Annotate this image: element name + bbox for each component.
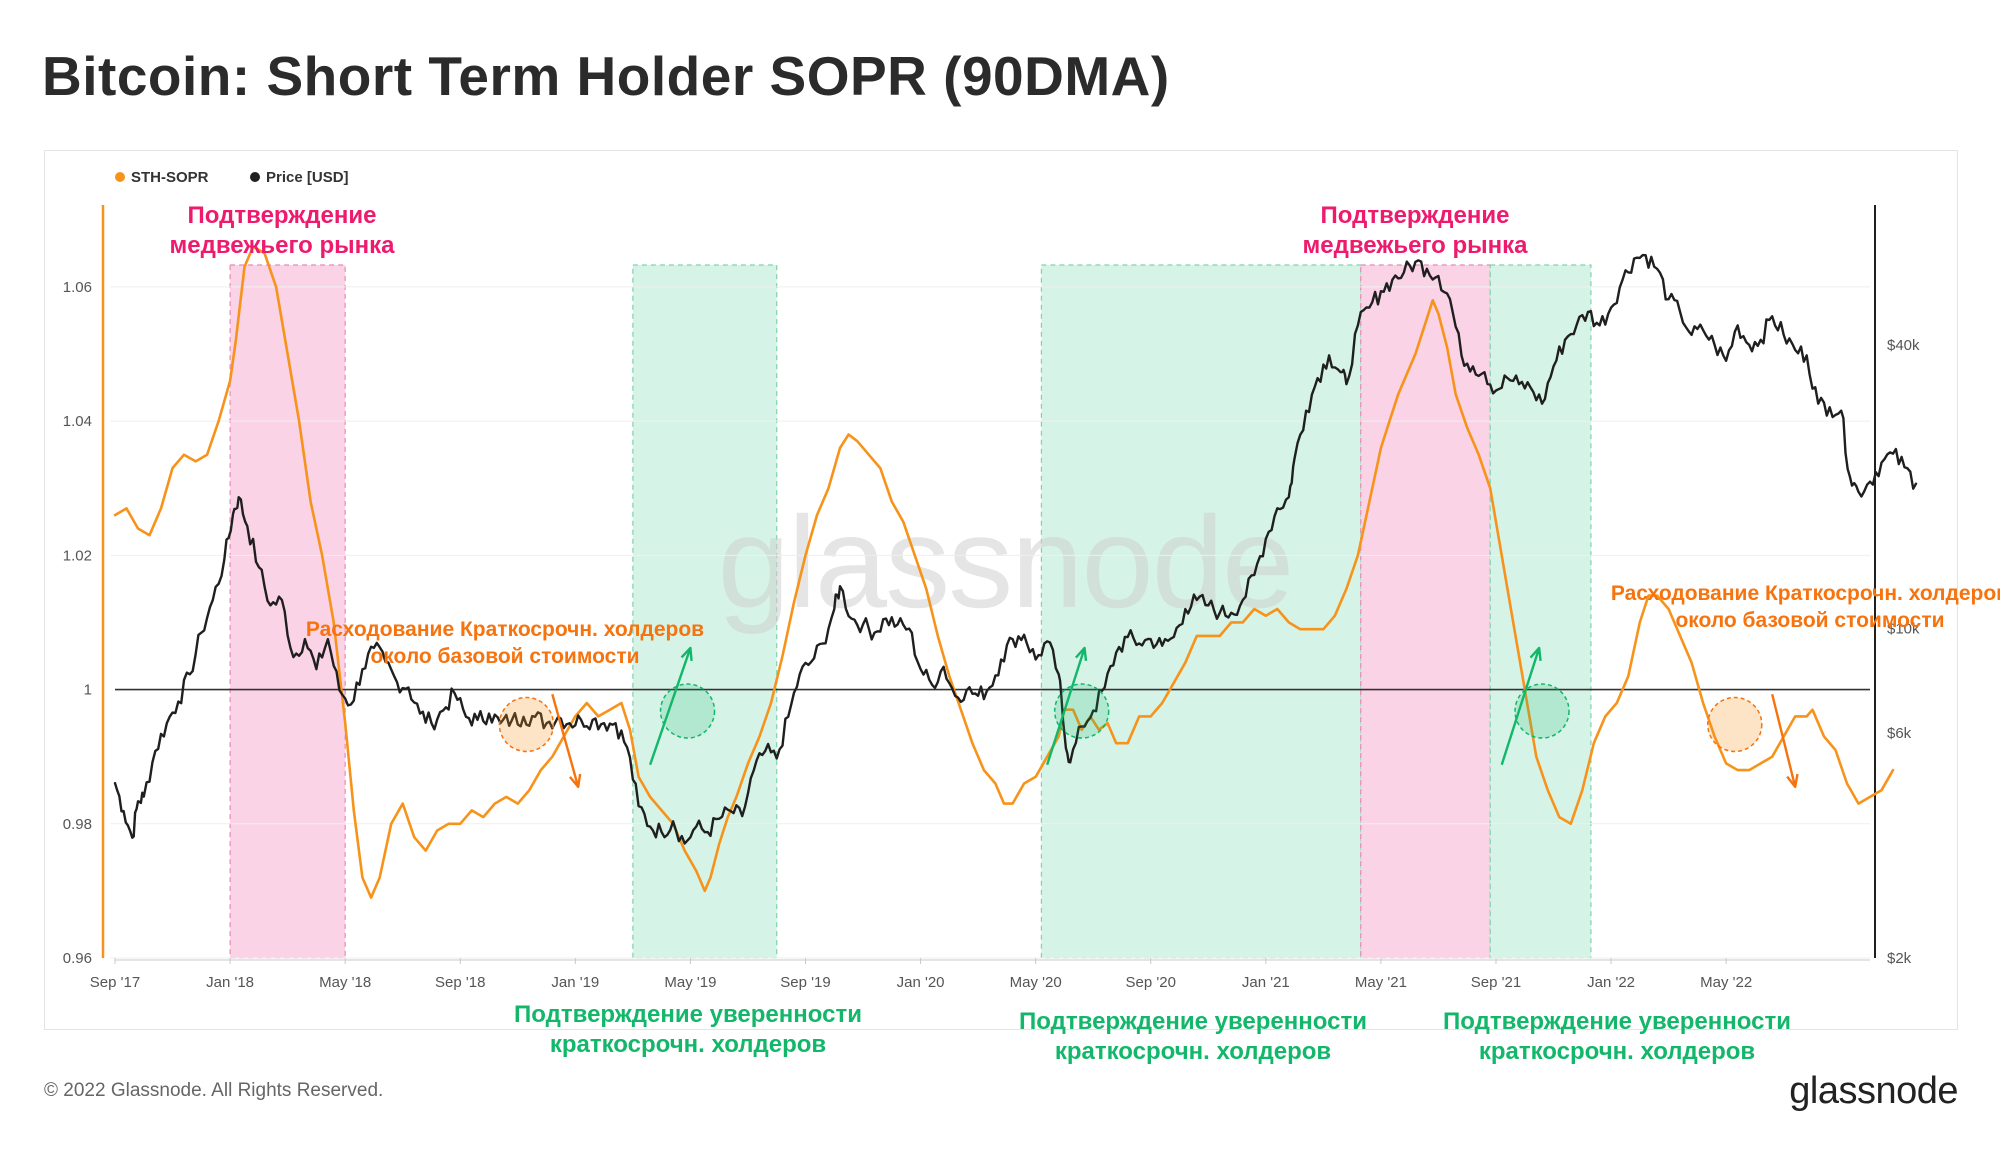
annotation-line: Подтверждение уверенности [1443, 1008, 1791, 1035]
annotation-line: Подтверждение уверенности [1019, 1008, 1367, 1035]
orange-arrow-shaft [1771, 693, 1797, 788]
orange-arrow-head [568, 773, 582, 789]
y-right-tick-label: $40k [1887, 337, 1920, 354]
x-tick-label: Sep '19 [780, 974, 830, 991]
x-tick-label: May '21 [1355, 974, 1407, 991]
x-tick-label: Jan '19 [551, 974, 599, 991]
pink-annotation: Подтверждение медвежьего рынка [1303, 202, 1529, 259]
x-tick-label: Jan '20 [897, 974, 945, 991]
bull-zone-1 [632, 264, 778, 959]
annotation-line: краткосрочн. холдеров [550, 1031, 826, 1058]
annotation-line: около базовой стоимости [1675, 609, 1944, 632]
y-left-tick-label: 1.02 [63, 547, 92, 564]
y-left-tick-label: 0.98 [63, 816, 92, 833]
legend-marker [115, 172, 125, 182]
watermark: glassnode [718, 489, 1295, 635]
annotation-line: Расходование Краткосрочн. холдеров [306, 618, 704, 641]
y-left-tick-label: 1 [84, 682, 92, 699]
series [113, 245, 1918, 899]
green-arrow-shaft [648, 647, 692, 766]
axes: 0.96 0.98 1 1.02 1.04 1.06 $2k $6k $10k $40k Sep '… [63, 205, 1920, 991]
bull-zone-4 [1489, 264, 1592, 959]
x-tick-label: May '20 [1010, 974, 1062, 991]
y-left-tick-label: 0.96 [63, 950, 92, 967]
annotation-line: краткосрочн. холдеров [1479, 1038, 1755, 1065]
confidence-circle [1053, 683, 1110, 739]
shaded-regions [229, 264, 1592, 959]
green-arrow-shaft [1046, 647, 1086, 766]
annotation-line: Подтверждение уверенности [514, 1001, 862, 1028]
sth-sopr-line [113, 245, 1895, 899]
y-right-tick-label: $10k [1887, 621, 1920, 638]
bear-zone-0 [229, 264, 346, 959]
legend-label: Price [USD] [266, 169, 349, 186]
green-annotation: Подтверждение уверенности краткосрочн. хо… [514, 1001, 862, 1058]
legend-label: STH-SOPR [131, 169, 209, 186]
orange-annotation: Расходование Краткосрочн. холдеров около … [1611, 582, 2000, 632]
annotation-line: Расходование Краткосрочн. холдеров [1611, 582, 2000, 605]
watermark-text: glassnode [718, 489, 1293, 635]
legend: STH-SOPR Price [USD] [115, 169, 349, 186]
x-tick-label: Jan '18 [206, 974, 254, 991]
x-tick-label: Sep '20 [1126, 974, 1176, 991]
green-annotation: Подтверждение уверенности краткосрочн. хо… [1019, 1008, 1367, 1065]
copyright-text: © 2022 Glassnode. All Rights Reserved. [44, 1080, 384, 1101]
bull-zone-2 [1040, 264, 1362, 959]
chart-frame [44, 150, 1958, 1030]
x-tick-label: Sep '21 [1471, 974, 1521, 991]
y-right-tick-label: $6k [1887, 725, 1912, 742]
green-arrow-head [680, 646, 693, 662]
orange-arrow-head [1786, 773, 1799, 789]
annotation-line: медвежьего рынка [170, 232, 396, 259]
annotation-line: Подтверждение [1321, 202, 1510, 229]
y-right-tick-label: $2k [1887, 950, 1912, 967]
x-tick-label: Jan '22 [1587, 974, 1635, 991]
pink-annotation: Подтверждение медвежьего рынка [170, 202, 396, 259]
confidence-circle [1514, 683, 1570, 739]
x-tick-label: Jan '21 [1242, 974, 1290, 991]
annotation-line: медвежьего рынка [1303, 232, 1529, 259]
y-left-tick-label: 1.04 [63, 413, 92, 430]
spend-circle [498, 696, 555, 753]
annotation-line: Подтверждение [188, 202, 377, 229]
x-tick-label: May '18 [319, 974, 371, 991]
green-arrow-head [1529, 646, 1542, 662]
spend-circle [1707, 696, 1763, 753]
brand-logo: glassnode [1789, 1070, 1958, 1112]
green-arrow-shaft [1500, 647, 1541, 766]
orange-arrow-shaft [551, 693, 580, 788]
price-line [113, 253, 1918, 845]
page-title: Bitcoin: Short Term Holder SOPR (90DMA) [42, 45, 1170, 107]
legend-marker [250, 172, 260, 182]
x-tick-label: Sep '18 [435, 974, 485, 991]
x-tick-label: May '19 [664, 974, 716, 991]
green-annotation: Подтверждение уверенности краткосрочн. хо… [1443, 1008, 1791, 1065]
y-left-tick-label: 1.06 [63, 279, 92, 296]
green-arrow-head [1075, 646, 1088, 661]
bear-zone-3 [1360, 264, 1491, 959]
annotation-line: краткосрочн. холдеров [1055, 1038, 1331, 1065]
orange-annotation: Расходование Краткосрочн. холдеров около … [306, 618, 704, 668]
x-tick-label: May '22 [1700, 974, 1752, 991]
x-tick-label: Sep '17 [90, 974, 140, 991]
annotation-marks [498, 646, 1799, 789]
annotation-line: около базовой стоимости [370, 645, 639, 668]
